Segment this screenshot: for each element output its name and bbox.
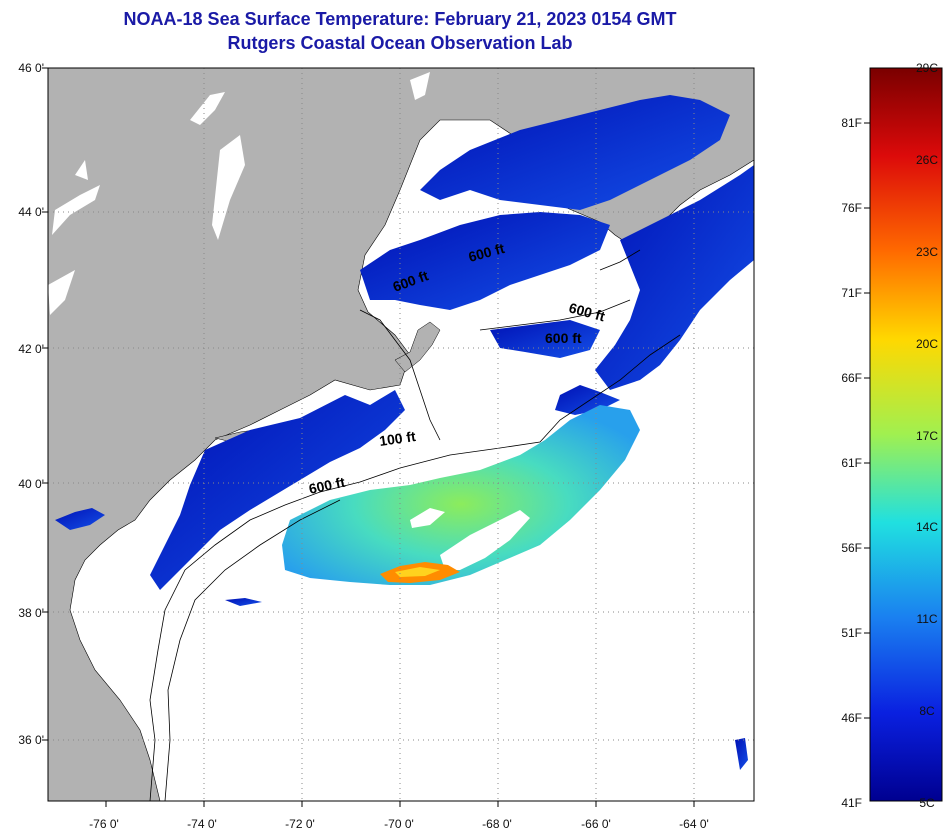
colorbar-c-label: 11C	[916, 612, 938, 626]
colorbar-f-label: 66F	[841, 371, 862, 385]
lon-label-72: -72 0'	[285, 817, 315, 831]
lat-label-40: 40 0'	[18, 477, 44, 491]
colorbar-c-label: 5C	[919, 796, 935, 810]
colorbar	[869, 67, 943, 802]
lon-label-64: -64 0'	[679, 817, 709, 831]
map-title: NOAA-18 Sea Surface Temperature: Februar…	[123, 9, 677, 29]
contour-label: 600 ft	[545, 330, 582, 346]
lat-label-44: 44 0'	[18, 205, 44, 219]
lon-label-66: -66 0'	[581, 817, 611, 831]
contour-label: 100 ft	[378, 428, 417, 449]
map-subtitle: Rutgers Coastal Ocean Observation Lab	[227, 33, 573, 53]
colorbar-f-label: 71F	[841, 286, 862, 300]
warm-water-region	[282, 405, 640, 585]
cold-water-band	[150, 390, 405, 590]
colorbar-f-label: 76F	[841, 201, 862, 215]
colorbar-c-label: 14C	[915, 520, 938, 534]
colorbar-c-label: 23C	[915, 245, 938, 259]
lat-label-42: 42 0'	[18, 342, 44, 356]
lon-label-74: -74 0'	[187, 817, 217, 831]
lon-label-70: -70 0'	[384, 817, 414, 831]
contour-label: 600 ft	[307, 474, 346, 497]
lat-label-36: 36 0'	[18, 733, 44, 747]
lat-label-38: 38 0'	[18, 606, 44, 620]
colorbar-f-label: 51F	[841, 626, 862, 640]
colorbar-f-label: 41F	[841, 796, 862, 810]
lon-label-68: -68 0'	[482, 817, 512, 831]
colorbar-c-label: 8C	[919, 704, 935, 718]
land-mass	[48, 68, 754, 801]
colorbar-c-label: 17C	[915, 429, 938, 443]
colorbar-f-label: 56F	[841, 541, 862, 555]
lat-label-46: 46 0'	[18, 61, 44, 75]
colorbar-f-label: 81F	[841, 116, 862, 130]
colorbar-c-label: 26C	[915, 153, 938, 167]
colorbar-f-label: 61F	[841, 456, 862, 470]
colorbar-f-label: 46F	[841, 711, 862, 725]
colorbar-c-label: 20C	[915, 337, 938, 351]
colorbar-c-label: 29C	[915, 61, 938, 75]
lon-label-76: -76 0'	[89, 817, 119, 831]
